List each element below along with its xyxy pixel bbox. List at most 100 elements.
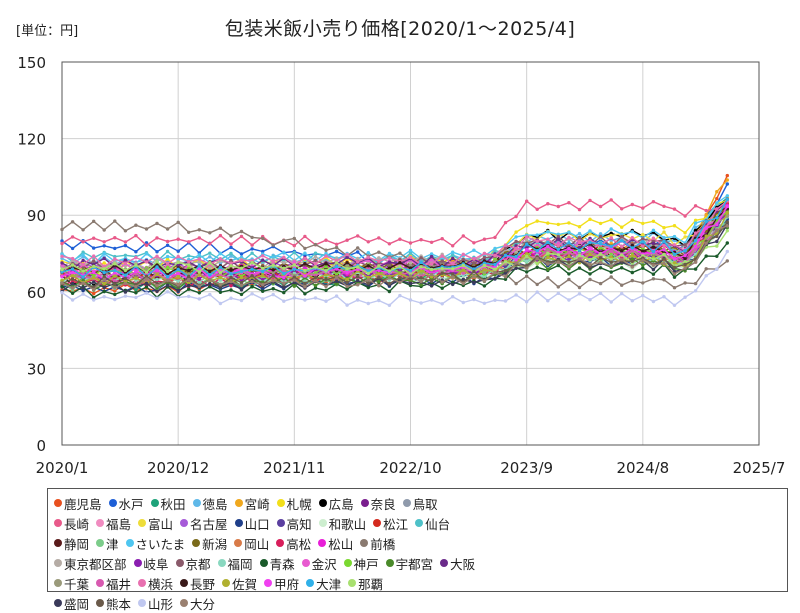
data-point (451, 282, 455, 287)
legend-item: 宮崎 (234, 494, 270, 513)
data-point (704, 213, 708, 217)
data-point (651, 277, 656, 281)
legend-marker (217, 559, 226, 567)
legend-item: 大阪 (440, 554, 475, 573)
data-point (81, 269, 85, 273)
data-point (704, 274, 708, 278)
data-point (324, 278, 328, 282)
data-point (218, 275, 223, 280)
legend-item: 仙台 (415, 514, 450, 533)
data-point (704, 226, 708, 230)
data-point (514, 239, 518, 244)
data-point (113, 297, 117, 302)
data-point (271, 279, 275, 283)
data-point (683, 260, 687, 264)
data-point (303, 285, 307, 289)
series-line (61, 242, 728, 299)
data-point (567, 250, 571, 255)
data-point (134, 295, 138, 300)
data-point (187, 230, 191, 234)
data-point (715, 207, 719, 211)
data-point (725, 173, 729, 178)
data-point (271, 263, 275, 267)
data-point (419, 238, 423, 242)
data-point (334, 279, 339, 283)
data-point (651, 263, 656, 267)
data-point (134, 250, 138, 254)
data-point (387, 269, 392, 273)
data-point (197, 267, 201, 271)
legend-label: 長崎 (64, 516, 90, 532)
data-point (102, 251, 106, 256)
data-point (693, 281, 698, 286)
data-point (250, 235, 254, 240)
data-point (176, 260, 180, 265)
data-point (535, 256, 539, 261)
data-point (408, 266, 413, 270)
legend-item: 岡山 (234, 534, 269, 553)
data-point (261, 266, 265, 270)
data-point (239, 276, 244, 280)
data-point (377, 268, 381, 273)
data-point (155, 277, 159, 282)
data-point (197, 260, 201, 264)
legend-row: 長崎 福島 富山 名古屋 山口 高知 和歌山 松江 仙台 (54, 513, 781, 533)
data-point (155, 250, 159, 254)
data-point (440, 259, 444, 263)
legend-item: さいたま (125, 534, 185, 553)
data-point (387, 289, 392, 294)
chart-title: 包装米飯小売り価格[2020/1～2025/4] (224, 18, 576, 40)
data-point (609, 244, 613, 249)
data-point (546, 267, 550, 271)
data-point (366, 251, 370, 255)
data-point (630, 236, 634, 240)
data-point (92, 246, 96, 250)
data-point (525, 259, 529, 264)
data-point (102, 285, 106, 290)
data-point (715, 239, 719, 244)
data-point (408, 251, 413, 255)
data-point (334, 275, 339, 279)
data-point (60, 239, 64, 243)
data-point (609, 241, 613, 245)
data-point (662, 295, 666, 299)
data-point (715, 190, 719, 194)
data-point (165, 278, 170, 282)
data-point (60, 261, 64, 265)
data-point (651, 250, 656, 254)
data-point (535, 290, 539, 294)
data-point (493, 267, 497, 271)
data-point (609, 236, 613, 240)
data-point (208, 281, 212, 286)
data-point (60, 241, 64, 246)
data-point (218, 257, 223, 261)
data-point (113, 268, 117, 273)
data-point (387, 281, 392, 286)
data-point (672, 243, 677, 247)
data-point (239, 280, 244, 285)
data-point (366, 266, 370, 270)
data-point (218, 265, 223, 269)
data-point (620, 244, 624, 249)
legend-label: 水戸 (118, 496, 144, 512)
data-point (366, 240, 370, 244)
data-point (377, 279, 381, 284)
data-point (324, 251, 328, 256)
legend-label: 新潟 (202, 536, 228, 552)
data-point (546, 237, 550, 241)
data-point (672, 265, 677, 270)
data-point (334, 242, 339, 246)
data-point (546, 255, 550, 260)
legend-item: 新潟 (192, 534, 227, 553)
data-point (429, 258, 434, 262)
data-point (398, 251, 402, 255)
data-point (662, 230, 666, 234)
data-point (641, 263, 645, 267)
data-point (81, 286, 85, 290)
data-point (102, 281, 106, 286)
data-point (377, 275, 381, 279)
data-point (70, 286, 75, 290)
data-point (229, 242, 233, 246)
legend-marker (276, 519, 285, 527)
legend-marker (180, 519, 189, 527)
